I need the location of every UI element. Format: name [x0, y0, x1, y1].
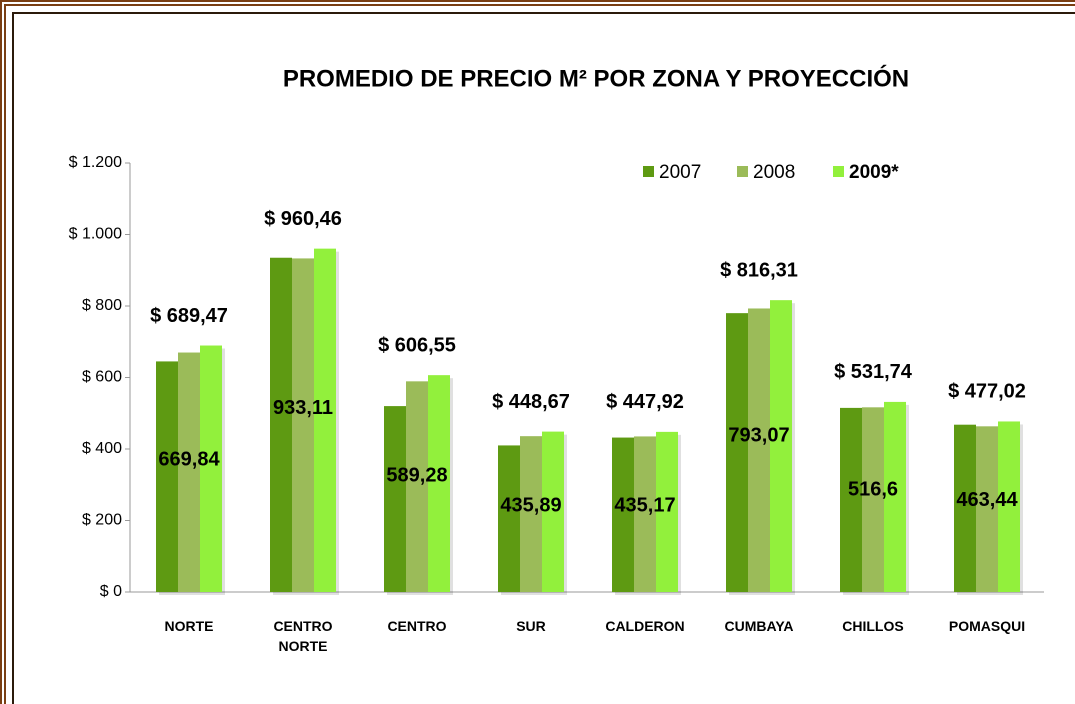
- y-tick-label: $ 1.000: [69, 226, 122, 243]
- y-tick-label: $ 200: [82, 512, 122, 529]
- x-tick-label: CALDERON: [605, 618, 685, 634]
- bar: [156, 361, 178, 592]
- data-label: 463,44: [956, 489, 1018, 511]
- data-label: 435,17: [614, 495, 675, 517]
- bar: [520, 436, 542, 592]
- bar: [884, 401, 906, 592]
- bar: [498, 445, 520, 592]
- bar: [542, 431, 564, 592]
- y-tick-label: $ 1.200: [69, 154, 122, 171]
- data-label: $ 606,55: [378, 334, 456, 356]
- y-tick-label: $ 400: [82, 440, 122, 457]
- bar: [726, 313, 748, 592]
- x-tick-label: SUR: [516, 618, 546, 634]
- bar: [292, 258, 314, 592]
- data-label: $ 816,31: [720, 259, 798, 281]
- legend-swatch: [737, 166, 748, 177]
- data-label: $ 477,02: [948, 381, 1026, 403]
- bar: [770, 300, 792, 592]
- legend-label: 2008: [753, 162, 795, 183]
- data-label: $ 960,46: [264, 208, 342, 230]
- bar: [200, 345, 222, 592]
- bar: [270, 257, 292, 592]
- bar: [612, 437, 634, 592]
- y-tick-label: $ 800: [82, 297, 122, 314]
- legend-swatch: [643, 166, 654, 177]
- data-label: 435,89: [500, 495, 561, 517]
- bar: [634, 436, 656, 592]
- data-label: 793,07: [728, 424, 789, 446]
- data-label: 516,6: [848, 479, 898, 501]
- x-tick-label: CENTRO NORTE: [273, 618, 333, 654]
- bar: [998, 421, 1020, 592]
- data-label: $ 447,92: [606, 391, 684, 413]
- bar: [406, 381, 428, 592]
- x-tick-label: NORTE: [164, 618, 214, 634]
- data-label: 589,28: [386, 464, 447, 486]
- y-tick-label: $ 0: [100, 583, 122, 600]
- bar: [384, 406, 406, 592]
- bar: [862, 407, 884, 592]
- data-label: 933,11: [273, 397, 333, 419]
- legend-label: 2007: [659, 162, 701, 183]
- x-tick-label: CUMBAYA: [724, 618, 794, 634]
- x-tick-label: CHILLOS: [842, 618, 904, 634]
- x-tick-label: POMASQUI: [948, 618, 1026, 634]
- bar: [748, 308, 770, 592]
- x-tick-label: CENTRO: [387, 618, 447, 634]
- data-label: $ 689,47: [150, 305, 228, 327]
- data-label: 669,84: [158, 449, 220, 471]
- bar: [178, 352, 200, 592]
- data-label: $ 531,74: [834, 361, 913, 383]
- chart-title: PROMEDIO DE PRECIO M² POR ZONA Y PROYECC…: [283, 64, 909, 92]
- bar: [314, 248, 336, 592]
- bar: [976, 426, 998, 592]
- legend-swatch: [833, 166, 844, 177]
- bar: [840, 407, 862, 592]
- bar: [954, 424, 976, 592]
- bar: [656, 431, 678, 592]
- legend-label: 2009*: [849, 162, 899, 183]
- bar: [428, 375, 450, 592]
- y-tick-label: $ 600: [82, 369, 122, 386]
- data-label: $ 448,67: [492, 391, 570, 413]
- inner-frame: [12, 12, 1075, 704]
